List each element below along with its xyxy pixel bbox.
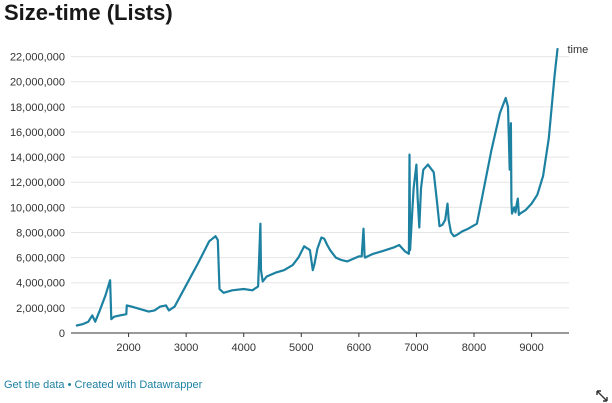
y-axis: 0 2,000,000 4,000,000 6,000,000 8,000,000 10,…: [10, 52, 65, 340]
series-line-time: [75, 47, 559, 327]
x-axis: 2000 3000 4000 5000 6000 7000 8000 9000: [116, 333, 544, 354]
chart-title: Size-time (Lists): [4, 0, 173, 25]
resize-arrows-icon[interactable]: [596, 389, 608, 402]
datawrapper-link[interactable]: Created with Datawrapper: [74, 379, 203, 391]
y-tick-label: 4,000,000: [16, 278, 65, 290]
y-tick-label: 10,000,000: [10, 202, 65, 214]
x-tick-label: 3000: [174, 342, 198, 354]
get-the-data-link[interactable]: Get the data: [4, 379, 65, 391]
y-tick-label: 14,000,000: [10, 152, 65, 164]
x-tick-label: 8000: [462, 342, 486, 354]
y-tick-label: 22,000,000: [10, 52, 65, 64]
x-tick-label: 5000: [289, 342, 313, 354]
y-tick-label: 6,000,000: [16, 253, 65, 265]
footer-separator: •: [67, 379, 72, 391]
y-tick-label: 12,000,000: [10, 177, 65, 189]
y-tick-label: 2,000,000: [16, 303, 65, 315]
footer: Get the data • Created with Datawrapper: [4, 379, 202, 391]
grid-layer: [71, 56, 569, 334]
x-tick-label: 4000: [231, 342, 255, 354]
y-tick-label: 0: [59, 328, 65, 340]
y-tick-label: 18,000,000: [10, 102, 65, 114]
series-label: time: [567, 44, 588, 56]
y-tick-label: 16,000,000: [10, 127, 65, 139]
x-tick-label: 2000: [116, 342, 140, 354]
x-tick-label: 7000: [404, 342, 428, 354]
y-tick-label: 20,000,000: [10, 77, 65, 89]
x-tick-label: 6000: [347, 342, 371, 354]
x-tick-label: 9000: [519, 342, 543, 354]
chart-svg: 2000 3000 4000 5000 6000 7000 8000 9000 0 2,000,…: [10, 44, 588, 354]
y-tick-label: 8,000,000: [16, 227, 65, 239]
series-layer: time: [75, 44, 588, 327]
